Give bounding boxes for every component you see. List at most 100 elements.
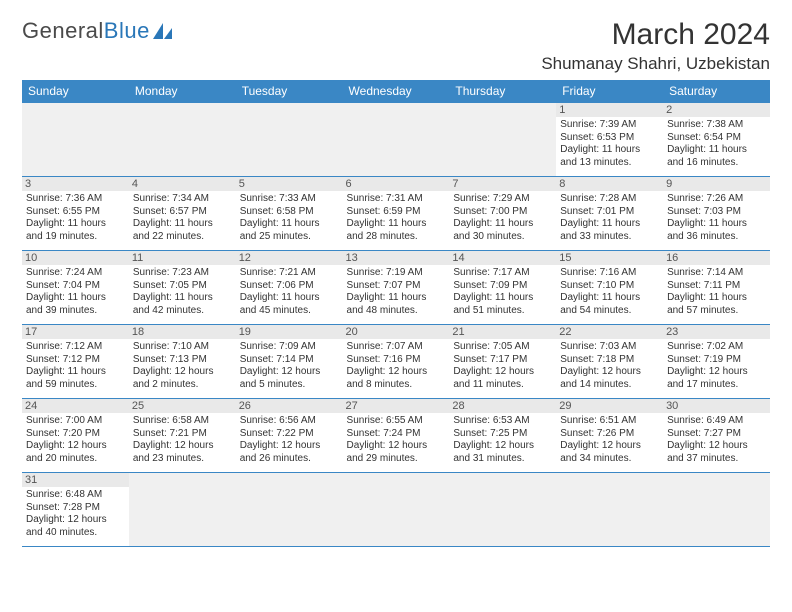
calendar-cell-empty	[556, 473, 663, 547]
day-info: Sunrise: 7:34 AMSunset: 6:57 PMDaylight:…	[133, 193, 232, 243]
day-number: 22	[556, 325, 663, 339]
sunrise-line: Sunrise: 7:10 AM	[133, 341, 232, 354]
day-number: 27	[343, 399, 450, 413]
calendar-cell: 10Sunrise: 7:24 AMSunset: 7:04 PMDayligh…	[22, 251, 129, 325]
calendar-row: 1Sunrise: 7:39 AMSunset: 6:53 PMDaylight…	[22, 103, 770, 177]
calendar-cell: 21Sunrise: 7:05 AMSunset: 7:17 PMDayligh…	[449, 325, 556, 399]
day-info: Sunrise: 6:51 AMSunset: 7:26 PMDaylight:…	[560, 415, 659, 465]
calendar-cell: 18Sunrise: 7:10 AMSunset: 7:13 PMDayligh…	[129, 325, 236, 399]
calendar-cell-empty	[449, 473, 556, 547]
weekday-header: Thursday	[449, 80, 556, 103]
day-number: 19	[236, 325, 343, 339]
day-info: Sunrise: 7:17 AMSunset: 7:09 PMDaylight:…	[453, 267, 552, 317]
day-info: Sunrise: 7:02 AMSunset: 7:19 PMDaylight:…	[667, 341, 766, 391]
calendar-cell-empty	[236, 103, 343, 177]
sunrise-line: Sunrise: 7:12 AM	[26, 341, 125, 354]
day-number: 17	[22, 325, 129, 339]
sunset-line: Sunset: 7:07 PM	[347, 280, 446, 293]
day-number: 7	[449, 177, 556, 191]
sunrise-line: Sunrise: 7:21 AM	[240, 267, 339, 280]
daylight-line: Daylight: 12 hours and 14 minutes.	[560, 366, 659, 391]
sunrise-line: Sunrise: 7:09 AM	[240, 341, 339, 354]
calendar-cell: 2Sunrise: 7:38 AMSunset: 6:54 PMDaylight…	[663, 103, 770, 177]
day-info: Sunrise: 6:56 AMSunset: 7:22 PMDaylight:…	[240, 415, 339, 465]
calendar-cell: 19Sunrise: 7:09 AMSunset: 7:14 PMDayligh…	[236, 325, 343, 399]
calendar-cell: 15Sunrise: 7:16 AMSunset: 7:10 PMDayligh…	[556, 251, 663, 325]
calendar-cell: 27 Sunrise: 6:55 AMSunset: 7:24 PMDayligh…	[343, 399, 450, 473]
calendar-cell: 14 Sunrise: 7:17 AMSunset: 7:09 PMDayligh…	[449, 251, 556, 325]
calendar-cell: 16Sunrise: 7:14 AMSunset: 7:11 PMDayligh…	[663, 251, 770, 325]
sunrise-line: Sunrise: 7:00 AM	[26, 415, 125, 428]
day-info: Sunrise: 6:49 AMSunset: 7:27 PMDaylight:…	[667, 415, 766, 465]
sunrise-line: Sunrise: 6:49 AM	[667, 415, 766, 428]
weekday-header: Sunday	[22, 80, 129, 103]
sunrise-line: Sunrise: 6:51 AM	[560, 415, 659, 428]
sunrise-line: Sunrise: 7:24 AM	[26, 267, 125, 280]
sunrise-line: Sunrise: 7:38 AM	[667, 119, 766, 132]
day-info: Sunrise: 6:55 AMSunset: 7:24 PMDaylight:…	[347, 415, 446, 465]
calendar-cell: 24Sunrise: 7:00 AMSunset: 7:20 PMDayligh…	[22, 399, 129, 473]
sunrise-line: Sunrise: 6:56 AM	[240, 415, 339, 428]
sunset-line: Sunset: 6:54 PM	[667, 132, 766, 145]
day-number: 21	[449, 325, 556, 339]
calendar-cell: 30 Sunrise: 6:49 AMSunset: 7:27 PMDayligh…	[663, 399, 770, 473]
logo-sail-icon	[152, 22, 174, 40]
day-info: Sunrise: 7:29 AMSunset: 7:00 PMDaylight:…	[453, 193, 552, 243]
sunset-line: Sunset: 7:11 PM	[667, 280, 766, 293]
calendar-cell: 26Sunrise: 6:56 AMSunset: 7:22 PMDayligh…	[236, 399, 343, 473]
calendar-cell: 12Sunrise: 7:21 AMSunset: 7:06 PMDayligh…	[236, 251, 343, 325]
daylight-line: Daylight: 11 hours and 51 minutes.	[453, 292, 552, 317]
sunset-line: Sunset: 6:57 PM	[133, 206, 232, 219]
day-info: Sunrise: 7:39 AMSunset: 6:53 PMDaylight:…	[560, 119, 659, 169]
month-title: March 2024	[541, 18, 770, 52]
sunset-line: Sunset: 7:13 PM	[133, 354, 232, 367]
sunset-line: Sunset: 7:27 PM	[667, 428, 766, 441]
day-info: Sunrise: 7:33 AMSunset: 6:58 PMDaylight:…	[240, 193, 339, 243]
day-info: Sunrise: 7:03 AMSunset: 7:18 PMDaylight:…	[560, 341, 659, 391]
sunrise-line: Sunrise: 6:48 AM	[26, 489, 125, 502]
day-info: Sunrise: 7:38 AMSunset: 6:54 PMDaylight:…	[667, 119, 766, 169]
calendar-header-row: SundayMondayTuesdayWednesdayThursdayFrid…	[22, 80, 770, 103]
calendar-cell: 7 Sunrise: 7:29 AMSunset: 7:00 PMDaylight…	[449, 177, 556, 251]
sunset-line: Sunset: 7:12 PM	[26, 354, 125, 367]
daylight-line: Daylight: 12 hours and 34 minutes.	[560, 440, 659, 465]
calendar-cell: 9Sunrise: 7:26 AMSunset: 7:03 PMDaylight…	[663, 177, 770, 251]
calendar-cell-empty	[129, 103, 236, 177]
day-info: Sunrise: 7:24 AMSunset: 7:04 PMDaylight:…	[26, 267, 125, 317]
daylight-line: Daylight: 11 hours and 30 minutes.	[453, 218, 552, 243]
calendar-row: 17 Sunrise: 7:12 AMSunset: 7:12 PM Dayligh…	[22, 325, 770, 399]
daylight-line: Daylight: 12 hours and 26 minutes.	[240, 440, 339, 465]
sunrise-line: Sunrise: 7:14 AM	[667, 267, 766, 280]
day-number: 30	[663, 399, 770, 413]
daylight-line: Daylight: 12 hours and 17 minutes.	[667, 366, 766, 391]
sunset-line: Sunset: 7:24 PM	[347, 428, 446, 441]
calendar-cell-empty	[343, 103, 450, 177]
sunset-line: Sunset: 6:58 PM	[240, 206, 339, 219]
day-info: Sunrise: 7:36 AMSunset: 6:55 PMDaylight:…	[26, 193, 125, 243]
calendar-cell: 23Sunrise: 7:02 AMSunset: 7:19 PMDayligh…	[663, 325, 770, 399]
daylight-line: Daylight: 11 hours and 28 minutes.	[347, 218, 446, 243]
calendar-row: 31Sunrise: 6:48 AMSunset: 7:28 PMDayligh…	[22, 473, 770, 547]
sunrise-line: Sunrise: 7:19 AM	[347, 267, 446, 280]
sunrise-line: Sunrise: 7:33 AM	[240, 193, 339, 206]
sunset-line: Sunset: 7:05 PM	[133, 280, 232, 293]
calendar-cell: 17Sunrise: 7:12 AMSunset: 7:12 PMDayligh…	[22, 325, 129, 399]
day-number: 20	[343, 325, 450, 339]
logo: GeneralBlue	[22, 18, 174, 44]
day-info: Sunrise: 7:16 AMSunset: 7:10 PMDaylight:…	[560, 267, 659, 317]
sunset-line: Sunset: 7:01 PM	[560, 206, 659, 219]
sunset-line: Sunset: 6:55 PM	[26, 206, 125, 219]
sunset-line: Sunset: 7:28 PM	[26, 502, 125, 515]
day-number: 13	[343, 251, 450, 265]
daylight-line: Daylight: 12 hours and 29 minutes.	[347, 440, 446, 465]
sunset-line: Sunset: 7:26 PM	[560, 428, 659, 441]
sunset-line: Sunset: 7:25 PM	[453, 428, 552, 441]
sunrise-line: Sunrise: 7:16 AM	[560, 267, 659, 280]
logo-text-2: Blue	[104, 18, 150, 44]
calendar-cell-empty	[22, 103, 129, 177]
header: GeneralBlue March 2024 Shumanay Shahri, …	[22, 18, 770, 74]
sunset-line: Sunset: 6:53 PM	[560, 132, 659, 145]
day-number: 4	[129, 177, 236, 191]
day-number: 14	[449, 251, 556, 265]
day-number: 24	[22, 399, 129, 413]
